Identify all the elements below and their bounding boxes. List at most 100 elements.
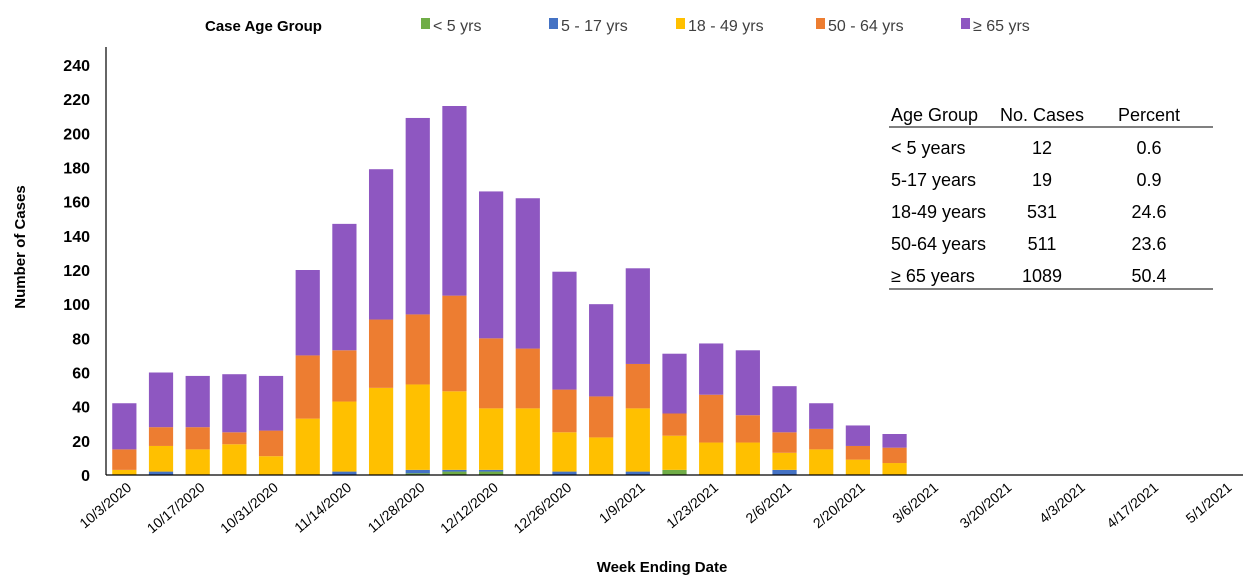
bar-segment [479,469,504,472]
table-cell: 50-64 years [891,234,986,254]
summary-table: Age Group No. Cases Percent < 5 years 12 0.6 5… [889,105,1213,290]
bar-segment [699,343,724,395]
x-tick-label: 11/28/2020 [365,479,428,536]
bar-segment [589,304,614,397]
bar-segment [258,456,284,475]
x-tick-label: 5/1/2021 [1183,479,1235,526]
bar-segment [479,471,504,475]
bar-segment [515,348,540,409]
bars-layer [112,106,907,476]
y-tick-label: 0 [81,468,90,485]
bar-segment [845,425,870,446]
y-tick-label: 180 [63,161,90,178]
bar-segment [809,449,834,476]
bar-segment [479,408,504,470]
y-tick-label: 60 [72,366,90,383]
table-cell: < 5 years [891,138,966,158]
bar-segment [368,319,394,388]
bar-segment [515,408,540,476]
bar-segment [405,473,430,475]
axes [105,47,1243,476]
bar-segment [112,449,137,470]
bar-segment [809,403,834,429]
y-tick-label: 200 [63,126,90,143]
x-tick-label: 2/20/2021 [810,479,868,531]
bar-segment [662,413,687,436]
bar-segment [479,191,504,339]
legend-swatch [549,18,558,29]
bar-segment [405,384,430,470]
bar-segment [735,415,760,443]
bar-segment [148,427,174,446]
table-cell: 12 [1032,138,1052,158]
x-tick-label: 10/17/2020 [144,479,208,536]
bar-segment [699,394,724,443]
bar-segment [148,471,174,475]
legend-label: 5 - 17 yrs [561,18,628,35]
bar-segment [222,432,247,445]
bar-segment [442,391,467,470]
table-cell: 19 [1032,170,1052,190]
bar-segment [589,437,614,475]
bar-segment [845,445,870,460]
bar-segment [332,223,357,351]
table-cell: 24.6 [1131,202,1166,222]
bar-segment [735,350,760,416]
legend-label: 18 - 49 yrs [688,18,764,35]
x-tick-label: 1/9/2021 [596,479,648,526]
legend-label: 50 - 64 yrs [828,18,904,35]
legend-swatch [816,18,825,29]
x-tick-label: 1/23/2021 [663,479,721,531]
table-cell: 0.6 [1136,138,1161,158]
bar-segment [625,408,650,472]
x-tick-label: 3/20/2021 [957,479,1015,531]
bar-segment [809,428,834,450]
x-tick-label: 3/6/2021 [889,479,941,526]
bar-segment [442,469,467,472]
bar-segment [552,471,577,475]
bar-segment [699,442,724,475]
bar-segment [405,469,430,474]
bar-segment [442,295,467,392]
y-tick-label: 120 [63,263,90,280]
legend-label: ≥ 65 yrs [973,18,1030,35]
bar-segment [442,471,467,475]
bar-segment [662,353,687,414]
table-cell: ≥ 65 years [891,266,975,286]
legend: Case Age Group < 5 yrs 5 - 17 yrs 18 - 49 … [205,18,1030,35]
y-tick-label: 20 [72,434,90,451]
x-tick-label: 11/14/2020 [291,479,354,536]
bar-segment [332,471,357,475]
bar-segment [258,375,284,431]
table-cell: 511 [1028,234,1057,254]
bar-segment [112,403,137,450]
table-cell: 1089 [1022,266,1062,286]
x-tick-label: 4/17/2021 [1103,479,1161,531]
table-cell: 50.4 [1131,266,1166,286]
legend-label: < 5 yrs [433,18,481,35]
bar-segment [185,375,210,428]
y-tick-label: 80 [72,331,90,348]
table-cell: 531 [1027,202,1057,222]
x-tick-label: 2/6/2021 [742,479,794,526]
x-axis-ticks: 10/3/2020 10/17/2020 10/31/2020 11/14/2020 1… [76,479,1234,536]
bar-segment [515,198,540,349]
table-header-cell: No. Cases [1000,105,1084,125]
bar-segment [258,430,284,457]
table-cell: 18-49 years [891,202,986,222]
table-cell: 0.9 [1136,170,1161,190]
y-tick-label: 100 [63,297,90,314]
bar-segment [332,350,357,402]
bar-segment [845,459,870,476]
y-axis-title: Number of Cases [12,185,29,308]
y-tick-label: 220 [63,92,90,109]
table-cell: 23.6 [1131,234,1166,254]
legend-swatch [676,18,685,29]
bar-segment [295,355,320,419]
bar-segment [772,432,797,453]
bar-segment [148,372,174,428]
bar-segment [405,117,430,315]
y-axis-ticks: 0 20 40 60 80 100 120 140 160 180 200 220 240 [63,58,90,485]
x-tick-label: 10/3/2020 [76,479,134,531]
